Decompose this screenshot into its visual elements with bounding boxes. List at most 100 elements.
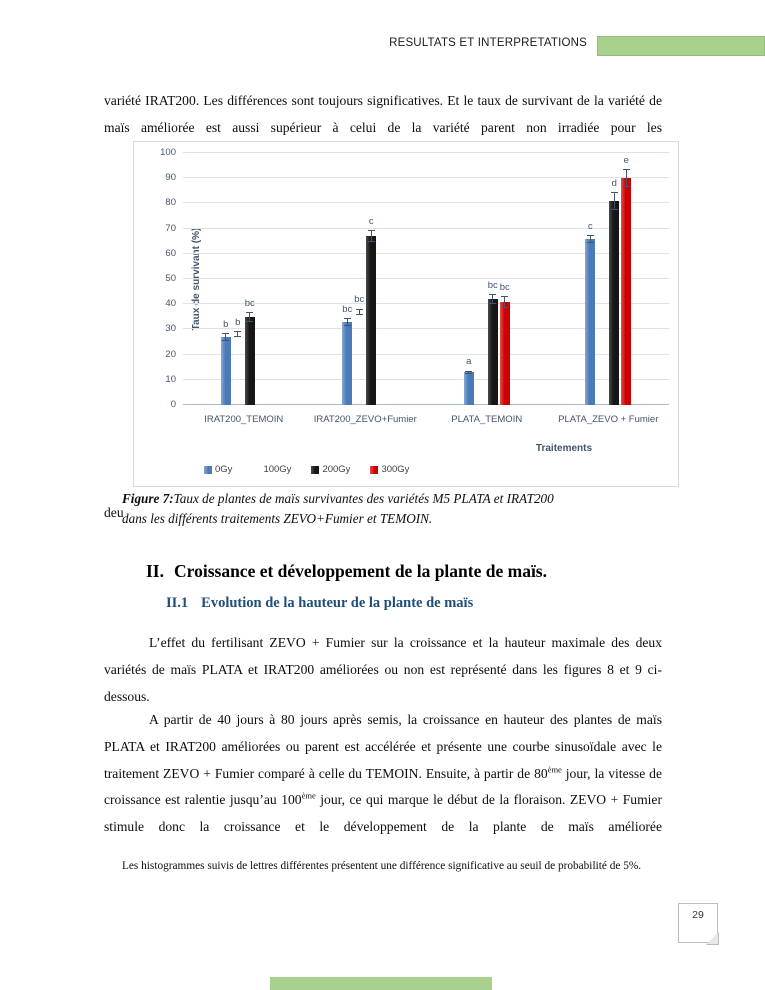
- error-bar: [246, 311, 254, 322]
- header-green-bar: [597, 36, 765, 56]
- bar-group: a bc bc: [426, 153, 548, 405]
- bar-slot: bc: [354, 153, 364, 405]
- significance-letter: d: [611, 177, 617, 189]
- page-header-title: RESULTATS ET INTERPRETATIONS: [389, 37, 587, 49]
- error-bar: [586, 234, 594, 243]
- legend-item-0Gy: 0Gy: [204, 464, 232, 475]
- significance-letter: c: [587, 220, 593, 232]
- paragraph2-part3: jour, ce qui marque le début de la flora…: [104, 792, 662, 835]
- bar-slot: b: [233, 153, 243, 405]
- figure-caption-label: Figure 7:: [122, 491, 174, 506]
- figure7-chart: Taux de survivant (%) 0 10 20 30 40 50 60 70 80 9…: [133, 141, 679, 487]
- bar-groups: b b bc bc bc c a bc bc c d e: [183, 153, 669, 405]
- bar-100Gy: [233, 334, 243, 405]
- x-category-label: PLATA_ZEVO + Fumier: [558, 414, 659, 425]
- gridline: [183, 328, 669, 330]
- significance-letter: b: [223, 319, 229, 331]
- error-bar: [622, 169, 630, 188]
- paragraph2-superscript2: ème: [301, 790, 316, 801]
- y-tick-label: 50: [165, 273, 176, 284]
- legend-label: 100Gy: [263, 464, 292, 475]
- significance-letter: bc: [244, 297, 255, 309]
- gridline: [183, 278, 669, 279]
- significance-letter: bc: [342, 304, 353, 316]
- bar-slot: bc: [245, 153, 255, 405]
- bar-slot: [378, 153, 388, 405]
- footer-green-bar: [270, 977, 492, 990]
- bar-100Gy: [354, 312, 364, 405]
- figure-caption: Figure 7:Taux de plantes de maïs surviva…: [122, 489, 644, 529]
- bar-slot: a: [463, 153, 474, 405]
- bar-slot: c: [366, 153, 377, 405]
- significance-letter: a: [466, 356, 472, 368]
- error-bar: [489, 294, 497, 305]
- y-tick-label: 100: [160, 147, 176, 158]
- paragraph2-part1: A partir de 40 jours à 80 jours après se…: [104, 712, 662, 781]
- significance-letter: bc: [499, 281, 510, 293]
- significance-letter: bc: [487, 280, 498, 292]
- bar-300Gy: [621, 178, 632, 405]
- bar-300Gy: [499, 301, 510, 405]
- y-tick-label: 10: [165, 373, 176, 385]
- y-tick-label: 20: [165, 348, 176, 360]
- legend-swatch-icon: [370, 465, 379, 474]
- chart-legend: 0Gy 100Gy 200Gy 300Gy: [204, 464, 409, 475]
- gridline: [183, 177, 669, 179]
- error-bar: [343, 318, 351, 326]
- bar-200Gy: [487, 299, 498, 405]
- gridline: [183, 227, 669, 229]
- legend-swatch-icon: [204, 465, 212, 474]
- x-category-label: IRAT200_TEMOIN: [204, 414, 284, 425]
- error-bar: [222, 333, 230, 341]
- body-paragraph-1: L’effet du fertilisant ZEVO + Fumier sur…: [104, 635, 662, 704]
- error-bar: [234, 331, 242, 338]
- significance-letter: c: [368, 216, 374, 228]
- x-axis-line: [183, 404, 669, 405]
- bar-0Gy: [342, 321, 353, 405]
- bar-0Gy: [463, 372, 474, 405]
- significance-letter: b: [235, 317, 241, 329]
- gridline: [183, 303, 669, 305]
- gridline: [183, 152, 669, 153]
- overlapped-body-word: deu: [104, 505, 124, 520]
- error-bar: [367, 230, 375, 242]
- y-tick-label: 40: [165, 298, 176, 310]
- y-tick-label: 80: [165, 197, 176, 209]
- subsection-title: Evolution de la hauteur de la plante de …: [201, 595, 474, 611]
- bar-group: b b bc: [183, 153, 305, 405]
- page-corner-fold-icon: [706, 932, 719, 945]
- error-bar: [355, 308, 363, 316]
- bar-slot: c: [585, 153, 596, 405]
- bar-0Gy: [585, 238, 596, 405]
- bar-slot: e: [621, 153, 632, 405]
- legend-swatch-icon: [311, 465, 320, 474]
- figure-caption-line2: dans les différents traitements ZEVO+Fum…: [122, 511, 433, 526]
- x-category-label: PLATA_TEMOIN: [451, 414, 523, 425]
- x-axis-title: Traitements: [535, 443, 593, 454]
- bar-slot: b: [220, 153, 231, 405]
- gridline: [183, 252, 669, 254]
- bar-0Gy: [220, 336, 231, 405]
- subsection-heading: II.1 Evolution de la hauteur de la plante…: [166, 595, 473, 612]
- legend-item-200Gy: 200Gy: [311, 464, 350, 475]
- bar-200Gy: [244, 316, 255, 405]
- gridline: [183, 378, 669, 380]
- bar-200Gy: [366, 236, 377, 405]
- paragraph2-part2: jour, la vitesse de croissance est ralen…: [104, 765, 662, 808]
- significance-letter: bc: [354, 294, 365, 306]
- paragraph2-superscript1: ème: [547, 764, 562, 775]
- y-tick-label: 30: [165, 323, 176, 335]
- bar-slot: bc: [500, 153, 510, 405]
- intro-paragraph: variété IRAT200. Les différences sont to…: [104, 93, 662, 135]
- bar-slot: [597, 153, 607, 405]
- footnote: Les histogrammes suivis de lettres diffé…: [122, 860, 642, 872]
- y-tick-label: 90: [165, 172, 176, 184]
- section-number: II.: [146, 561, 164, 581]
- y-tick-label: 60: [165, 247, 176, 259]
- legend-label: 0Gy: [215, 464, 233, 475]
- bar-slot: bc: [342, 153, 352, 405]
- page-number-box: 29: [678, 903, 719, 945]
- bar-slot: [476, 153, 486, 405]
